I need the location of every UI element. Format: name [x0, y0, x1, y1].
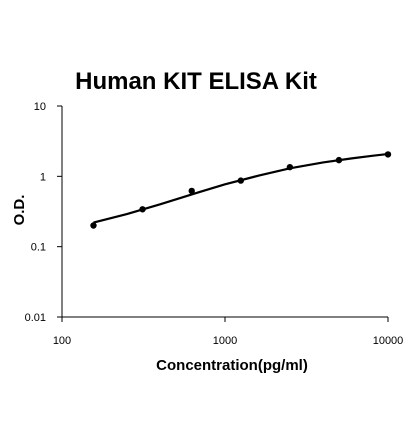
data-point	[139, 206, 146, 213]
x-tick-label: 10000	[373, 335, 404, 347]
data-point	[188, 187, 195, 195]
y-tick-label: 0.1	[31, 242, 46, 254]
y-tick-label: 1	[40, 171, 46, 183]
axes	[61, 106, 388, 318]
data-point	[237, 177, 244, 184]
x-tick-label: 1000	[213, 335, 237, 347]
tick-marks	[57, 105, 389, 322]
data-point	[335, 156, 343, 164]
y-tick-label: 10	[34, 101, 46, 113]
data-point	[286, 163, 294, 171]
y-tick-label: 0.01	[25, 312, 46, 324]
x-axis-label: Concentration(pg/ml)	[156, 357, 308, 374]
fit-curve-line	[93, 152, 389, 224]
data-point	[90, 222, 97, 229]
tick-labels: 0.01 0.1 1 10 100 1000 10000	[25, 101, 404, 347]
chart-title: Human KIT ELISA Kit	[75, 68, 317, 95]
y-axis-label: O.D.	[11, 195, 28, 226]
x-tick-label: 100	[53, 335, 71, 347]
data-point	[384, 151, 392, 158]
data-points	[90, 151, 392, 229]
